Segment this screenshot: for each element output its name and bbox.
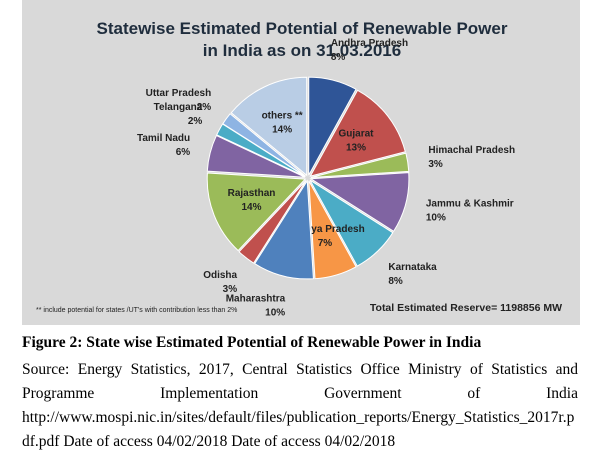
slice-label: Gujarat <box>339 128 375 139</box>
pie-area: ** include potential for states /UT's wi… <box>36 38 562 319</box>
slice-label: Uttar Pradesh <box>146 88 212 99</box>
chart: Statewise Estimated Potential of Renewab… <box>22 0 580 325</box>
slice-value: 6% <box>176 147 191 158</box>
slice-label: Odisha <box>203 270 237 281</box>
pie-slice <box>309 179 394 267</box>
slice-value: 10% <box>265 307 285 318</box>
slice-label: Telangana <box>154 102 203 113</box>
pie-slice <box>238 180 307 264</box>
pie-slice <box>308 180 357 280</box>
slice-label: Jammu & Kashmir <box>426 198 514 209</box>
total-note: Total Estimated Reserve= 1198856 MW <box>370 302 562 314</box>
slice-value: 8% <box>388 276 403 287</box>
chart-title: Statewise Estimated Potential of Renewab… <box>96 19 508 60</box>
slice-label: Andhra Pradesh <box>331 38 408 49</box>
slice-value: 14% <box>241 202 261 213</box>
source-text: Source: Energy Statistics, 2017, Central… <box>22 361 578 450</box>
slice-value: 13% <box>346 142 366 153</box>
slice-label: Himachal Pradesh <box>428 145 515 156</box>
pie-slice <box>222 113 306 177</box>
pie-slice <box>206 134 306 178</box>
pie-slice <box>309 89 406 177</box>
slice-value: 14% <box>272 125 292 136</box>
slice-value: 3% <box>428 159 443 170</box>
slice-value: 2% <box>197 102 212 113</box>
slice-label: Karnataka <box>388 262 437 273</box>
slice-label: Maharashtra <box>226 293 286 304</box>
slice-value: 7% <box>318 238 333 249</box>
pie-slice <box>309 172 410 232</box>
slice-label: Tamil Nadu <box>137 133 190 144</box>
figure-caption: Figure 2: State wise Estimated Potential… <box>22 334 482 351</box>
slice-value: 10% <box>426 212 446 223</box>
pie-slice <box>254 179 314 280</box>
slice-label: Rajasthan <box>228 188 276 199</box>
slice-value: 2% <box>188 116 203 127</box>
pie-slice <box>230 76 308 177</box>
footnote: ** include potential for states /UT's wi… <box>36 307 237 314</box>
slice-value: 3% <box>223 284 238 295</box>
slice-label: others ** <box>262 111 303 122</box>
pie-slice <box>206 172 307 252</box>
pie-slice <box>308 76 357 176</box>
slice-value: 8% <box>331 52 346 63</box>
slice-label: Madhya Pradesh <box>285 224 364 235</box>
pie-slice <box>310 152 410 179</box>
